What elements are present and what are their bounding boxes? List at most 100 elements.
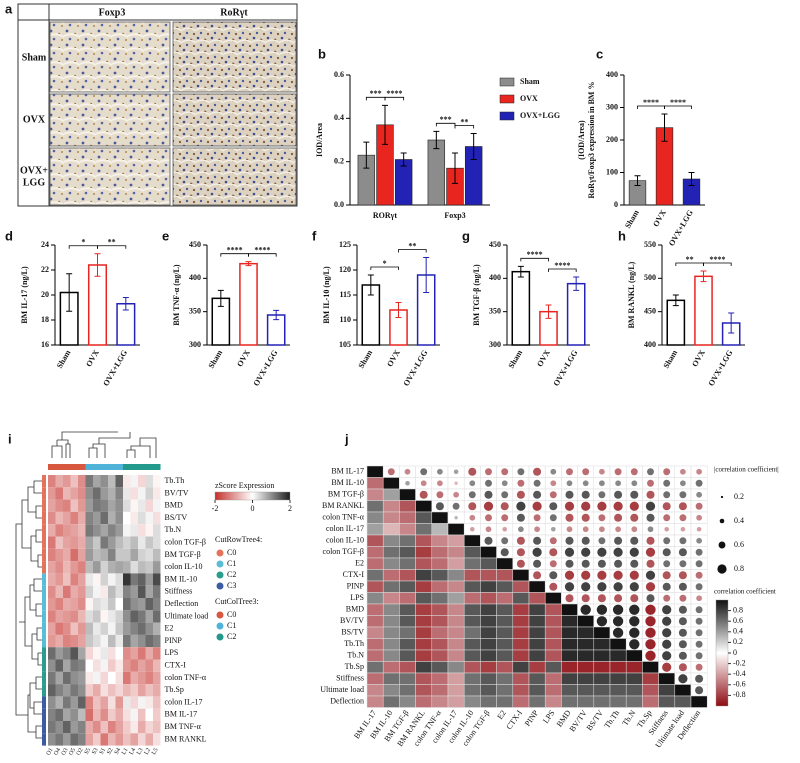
legend-label: C3 xyxy=(227,581,236,590)
heatmap-cell xyxy=(123,524,131,537)
correlation-dot xyxy=(663,594,671,602)
correlation-cell xyxy=(561,615,578,628)
significance-label: * xyxy=(383,259,387,268)
heatmap-cell xyxy=(115,573,123,586)
correlation-dot xyxy=(565,490,574,499)
correlation-dot xyxy=(662,651,672,661)
correlation-cell xyxy=(480,649,497,662)
y-tick-label: 400 xyxy=(606,70,618,79)
row-label: colon TNF-α xyxy=(165,673,207,682)
correlation-dot xyxy=(597,501,607,511)
y-tick-label: 0.2 xyxy=(334,156,344,165)
row-label: BM TGF-β xyxy=(165,550,201,559)
correlation-dot xyxy=(678,663,687,672)
correlation-dot xyxy=(549,582,558,591)
heatmap-cell xyxy=(48,622,56,635)
correlation-cell xyxy=(382,638,400,651)
heatmap-cell xyxy=(78,499,86,512)
correlation-dot xyxy=(663,537,671,545)
heatmap-cell xyxy=(70,622,78,635)
significance-label: **** xyxy=(386,89,402,98)
correlation-cell xyxy=(512,603,530,616)
correlation-cell xyxy=(382,580,400,593)
row-label: BM TNF-α xyxy=(165,722,202,731)
correlation-cell xyxy=(658,695,676,708)
correlation-dot xyxy=(679,560,687,568)
correlation-cell xyxy=(496,615,514,628)
column-label: L1 xyxy=(121,747,130,756)
correlation-cell xyxy=(415,649,433,662)
heatmap-cell xyxy=(130,634,138,648)
correlation-cell xyxy=(431,592,449,605)
y-tick-label: 115 xyxy=(339,290,351,299)
column-label: S3 xyxy=(91,747,99,755)
correlation-dot xyxy=(533,514,541,522)
y-tick-label: 20 xyxy=(41,290,49,299)
colorbar-tick-label: 0 xyxy=(733,648,737,657)
correlation-cell xyxy=(415,569,433,582)
correlation-cell xyxy=(399,592,416,605)
correlation-cell xyxy=(577,638,595,651)
correlation-dot xyxy=(629,616,640,627)
correlation-cell xyxy=(658,684,676,697)
correlation-dot xyxy=(485,468,492,476)
correlation-dot xyxy=(614,594,623,603)
x-tick-label: Sham xyxy=(357,348,375,370)
heatmap-cell xyxy=(93,671,101,685)
heatmap-cell xyxy=(55,622,63,635)
correlation-dot xyxy=(647,468,654,476)
heatmap-cell xyxy=(115,610,123,623)
heatmap-cell xyxy=(145,573,153,586)
micrograph xyxy=(172,93,297,147)
column-label: Tb.Th xyxy=(603,709,622,730)
correlation-cell xyxy=(399,672,416,685)
correlation-cell xyxy=(480,592,497,605)
significance-bracket xyxy=(398,249,427,253)
heatmap-cell xyxy=(48,733,56,746)
x-tick-label: Sham xyxy=(207,348,225,370)
significance-label: **** xyxy=(554,261,570,270)
correlation-dot xyxy=(679,491,687,499)
heatmap-cell xyxy=(153,524,161,537)
heatmap-cell xyxy=(153,561,161,574)
legend-dot xyxy=(216,622,224,630)
heatmap-cell xyxy=(130,536,138,549)
correlation-cell xyxy=(447,534,465,547)
correlation-cell xyxy=(382,684,400,697)
correlation-cell xyxy=(366,569,384,582)
y-tick-label: 350 xyxy=(189,306,201,315)
heatmap-cell xyxy=(108,585,116,598)
y-tick-label: 500 xyxy=(644,273,656,282)
correlation-dot xyxy=(662,571,671,580)
correlation-dot xyxy=(615,480,621,487)
heatmap-cell xyxy=(145,536,153,549)
correlation-cell xyxy=(625,661,643,674)
correlation-cell xyxy=(577,695,595,708)
heatmap-cell xyxy=(153,684,161,697)
heatmap-cell xyxy=(138,671,146,685)
correlation-dot xyxy=(613,582,623,592)
row-label: BMD xyxy=(165,501,183,510)
significance-bracket xyxy=(384,96,405,101)
correlation-cell xyxy=(382,477,400,490)
heatmap-cell xyxy=(130,647,138,660)
heatmap-cell xyxy=(85,659,93,672)
y-axis-label: BM RANKL (ng/L) xyxy=(627,261,636,328)
heatmap-cell xyxy=(85,548,93,562)
heatmap-cell xyxy=(153,647,161,660)
heatmap-cell xyxy=(55,598,63,611)
column-dendrogram xyxy=(51,431,157,458)
bar xyxy=(427,139,446,206)
correlation-cell xyxy=(480,638,497,651)
y-tick-label: 400 xyxy=(489,273,501,282)
correlation-dot xyxy=(695,560,703,568)
heatmap-cell xyxy=(85,708,93,721)
correlation-dot xyxy=(695,652,703,660)
column-cluster-bar xyxy=(153,464,161,470)
heatmap-cell xyxy=(130,548,138,562)
correlation-cell xyxy=(609,672,627,685)
correlation-dot xyxy=(631,526,638,533)
correlation-cell xyxy=(561,626,578,639)
correlation-dot xyxy=(613,547,623,557)
column-label: L3 xyxy=(136,747,145,756)
